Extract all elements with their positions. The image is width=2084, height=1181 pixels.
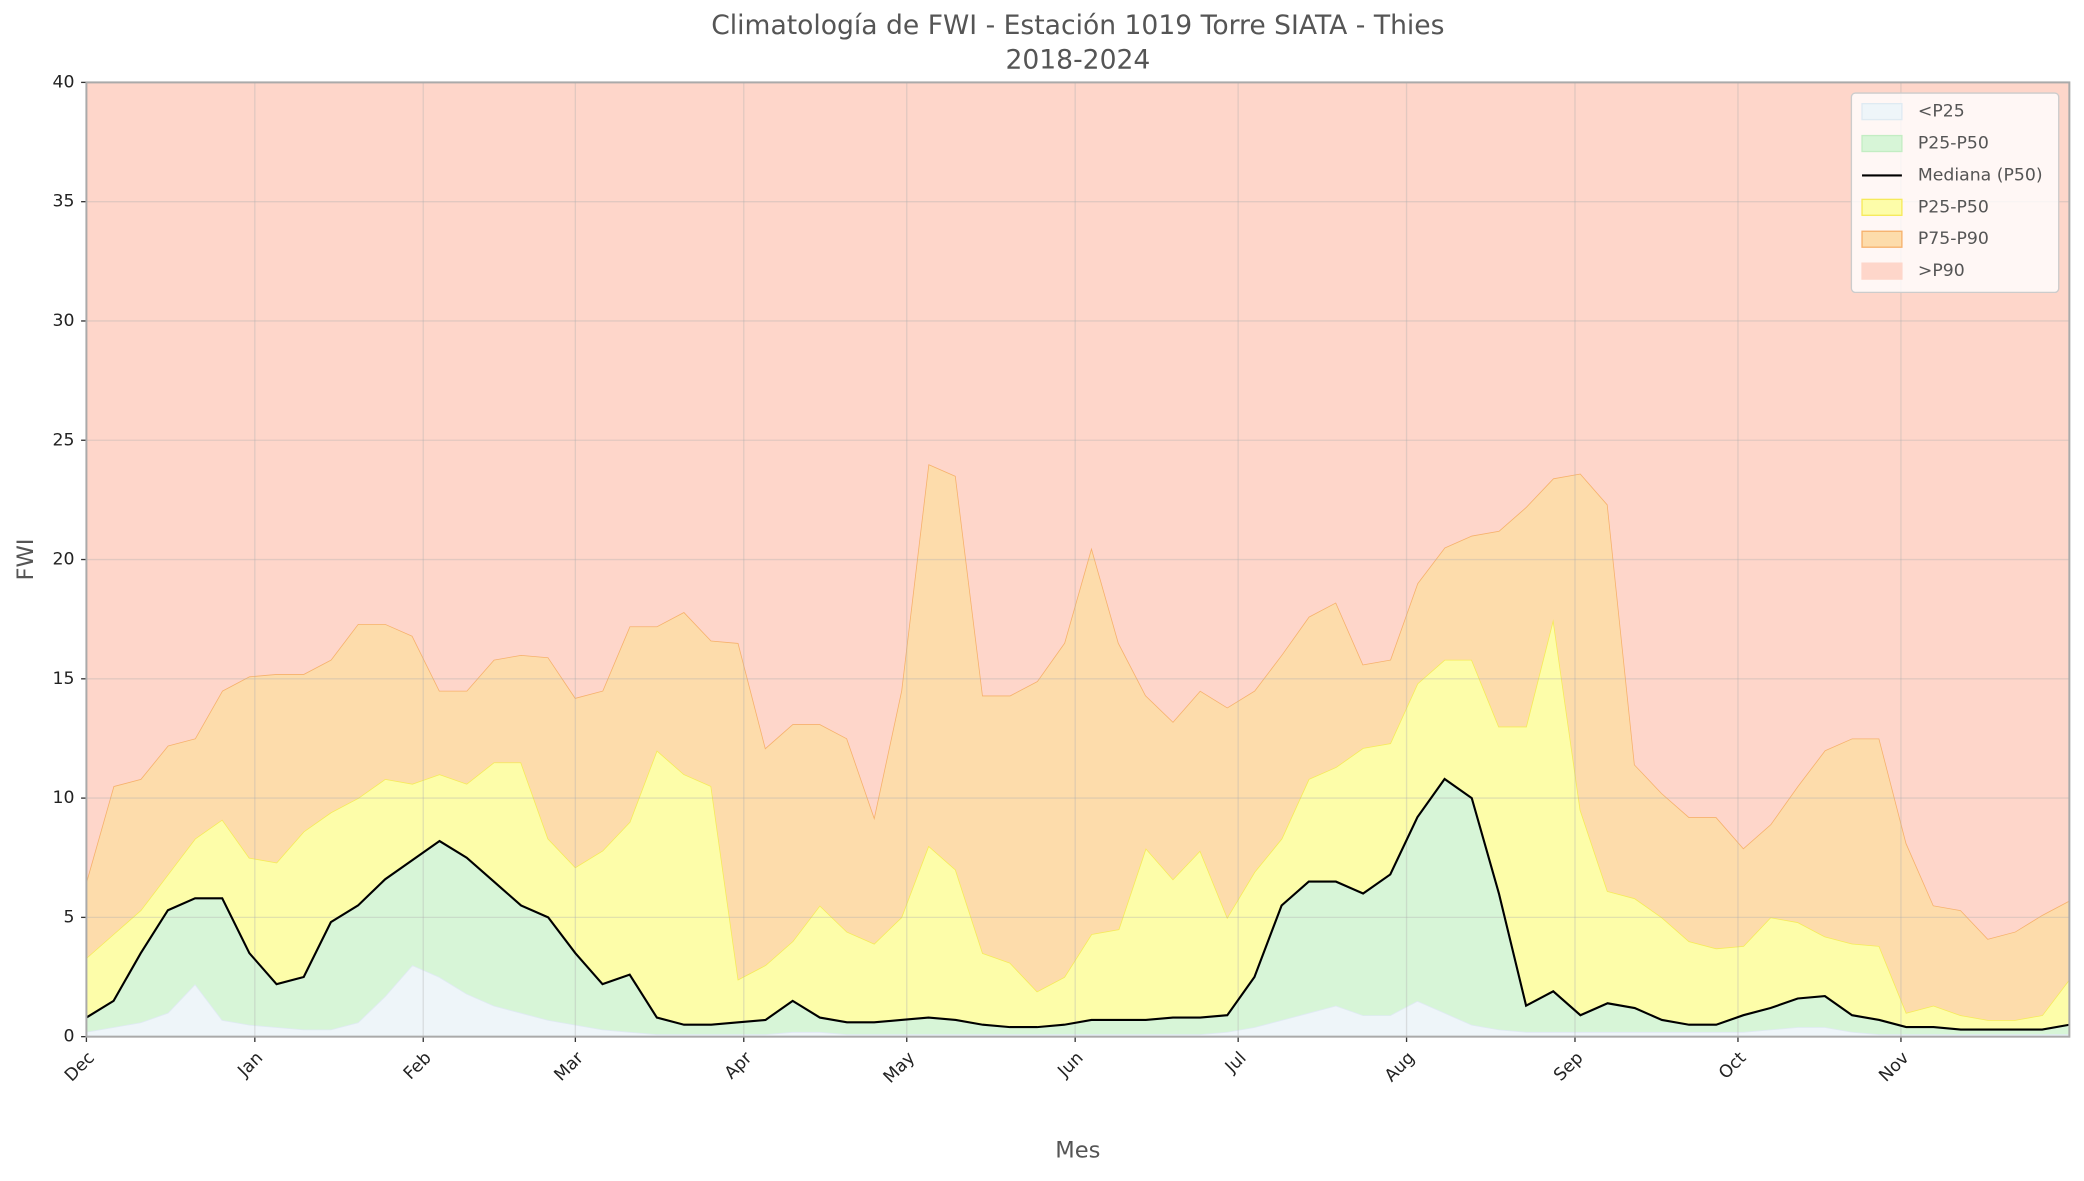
y-tick-label: 15 [52,669,74,689]
y-tick-label: 40 [52,72,74,92]
legend-swatch [1861,262,1903,280]
legend-label: P25-P50 [1918,197,1989,217]
legend-box [1850,92,2060,294]
median-line [85,777,2070,1031]
x-axis-label: Mes [1055,1137,1100,1163]
x-tick-label: Nov [1875,1048,1913,1086]
legend-swatch [1861,134,1903,153]
x-tick-label: Sep [1550,1048,1587,1085]
band-fill [86,779,2070,1035]
x-tick-label: May [880,1048,919,1087]
legend-label: P75-P90 [1918,229,1989,249]
x-tick-label: Jul [1221,1048,1251,1078]
x-tick-label: Aug [1381,1048,1419,1086]
band-fill [86,464,2070,1020]
y-tick-label: 5 [63,907,74,927]
grid [85,81,2070,1038]
band-fill [86,619,2070,1030]
legend-swatch [1861,230,1903,248]
bands [85,82,2070,1037]
x-tick-label: Feb [400,1048,436,1084]
legend-swatch [1861,198,1903,216]
legend: <P25 P25-P50 Mediana (P50) P25-P50 P75-P90 >P… [1850,92,2060,294]
plot-frame [85,81,2071,1038]
y-tick-label: 35 [52,192,74,212]
legend-label: P25-P50 [1918,134,1989,154]
y-tick-label: 0 [63,1027,74,1047]
chart-title: Climatología de FWI - Estación 1019 Torr… [711,10,1444,41]
legend-label: >P90 [1918,261,1965,281]
y-tick-label: 20 [52,550,74,570]
chart-subtitle: 2018-2024 [1005,45,1150,76]
lines [85,777,2070,1031]
legend-label: Mediana (P50) [1918,165,2043,185]
y-axis-label: FWI [13,539,39,581]
legend-label: <P25 [1918,102,1965,122]
x-tick-label: Dec [61,1048,99,1086]
x-tick-label: Apr [721,1048,757,1084]
x-tick-label: Jun [1054,1048,1088,1082]
legend-swatch [1861,103,1903,121]
x-tick-label: Jan [234,1048,268,1082]
x-tick-label: Oct [1715,1048,1750,1083]
y-tick-label: 10 [52,788,74,808]
x-tick-label: Mar [551,1048,589,1086]
y-tick-label: 25 [52,430,74,450]
y-tick-label: 30 [52,311,74,331]
band-fill [86,82,2070,939]
